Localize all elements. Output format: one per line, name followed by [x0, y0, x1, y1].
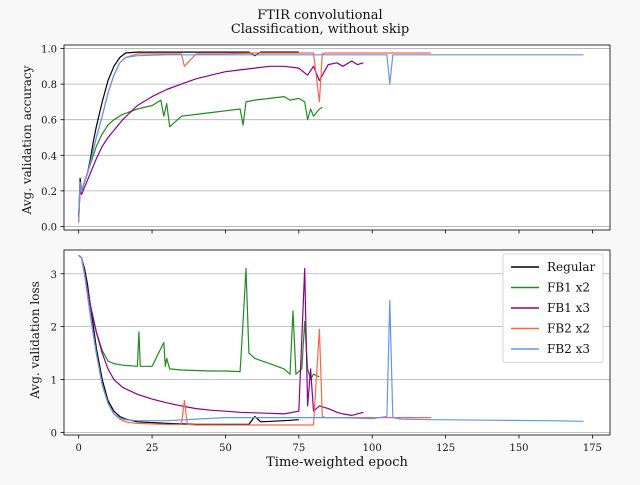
- accuracy-panel: 0.0 0.2 0.4 0.6 0.8 1.0: [41, 44, 611, 234]
- x-axis-label: Time-weighted epoch: [266, 455, 408, 470]
- loss-x-tick-label: 0: [75, 443, 81, 454]
- accuracy-y-tick-label: 0.6: [41, 116, 57, 127]
- loss-x-tick-label: 175: [583, 443, 602, 454]
- accuracy-axes-frame: [63, 44, 611, 231]
- accuracy-y-axis-label: Avg. validation accuracy: [20, 65, 34, 215]
- loss-axes-frame: [63, 249, 611, 436]
- loss-x-tick-label: 125: [436, 443, 455, 454]
- chart-title: FTIR convolutional: [257, 8, 382, 23]
- loss-y-tick-label: 1: [51, 376, 57, 387]
- loss-series-fb1-x3: [78, 254, 364, 416]
- legend-label-fb2-x3: FB2 x3: [547, 342, 590, 356]
- loss-x-tick-label: 150: [509, 443, 528, 454]
- accuracy-series-fb1-x2: [78, 95, 323, 218]
- loss-y-tick-label: 0: [51, 428, 57, 439]
- loss-x-tick-label: 100: [363, 443, 382, 454]
- loss-x-tick-label: 25: [146, 443, 159, 454]
- accuracy-y-tick-label: 0.0: [41, 222, 57, 233]
- loss-x-tick-label: 50: [219, 443, 232, 454]
- legend-box: [502, 253, 604, 363]
- accuracy-series-fb2-x3: [78, 54, 584, 222]
- legend-label-fb1-x2: FB1 x2: [547, 281, 590, 295]
- legend-label-regular: Regular: [547, 260, 596, 274]
- accuracy-y-tick-label: 1.0: [41, 45, 57, 56]
- loss-series-fb1-x2: [78, 254, 320, 381]
- loss-y-tick-label: 2: [51, 323, 57, 334]
- accuracy-series-fb1-x3: [78, 60, 364, 218]
- loss-x-tick-label: 75: [292, 443, 305, 454]
- loss-y-axis-label: Avg. validation loss: [28, 281, 42, 400]
- chart-subtitle: Classification, without skip: [231, 22, 409, 37]
- loss-series-regular: [78, 254, 299, 425]
- loss-y-tick-label: 3: [51, 270, 57, 281]
- legend: Regular FB1 x2 FB1 x3 FB2 x2 FB2 x3: [502, 253, 604, 363]
- accuracy-y-tick-label: 0.2: [41, 187, 57, 198]
- accuracy-plot-area: [64, 45, 610, 230]
- accuracy-y-tick-label: 0.4: [41, 151, 57, 162]
- legend-label-fb2-x2: FB2 x2: [547, 322, 590, 336]
- loss-series-fb2-x3: [78, 254, 584, 422]
- legend-label-fb1-x3: FB1 x3: [547, 301, 590, 315]
- accuracy-y-tick-label: 0.8: [41, 80, 57, 91]
